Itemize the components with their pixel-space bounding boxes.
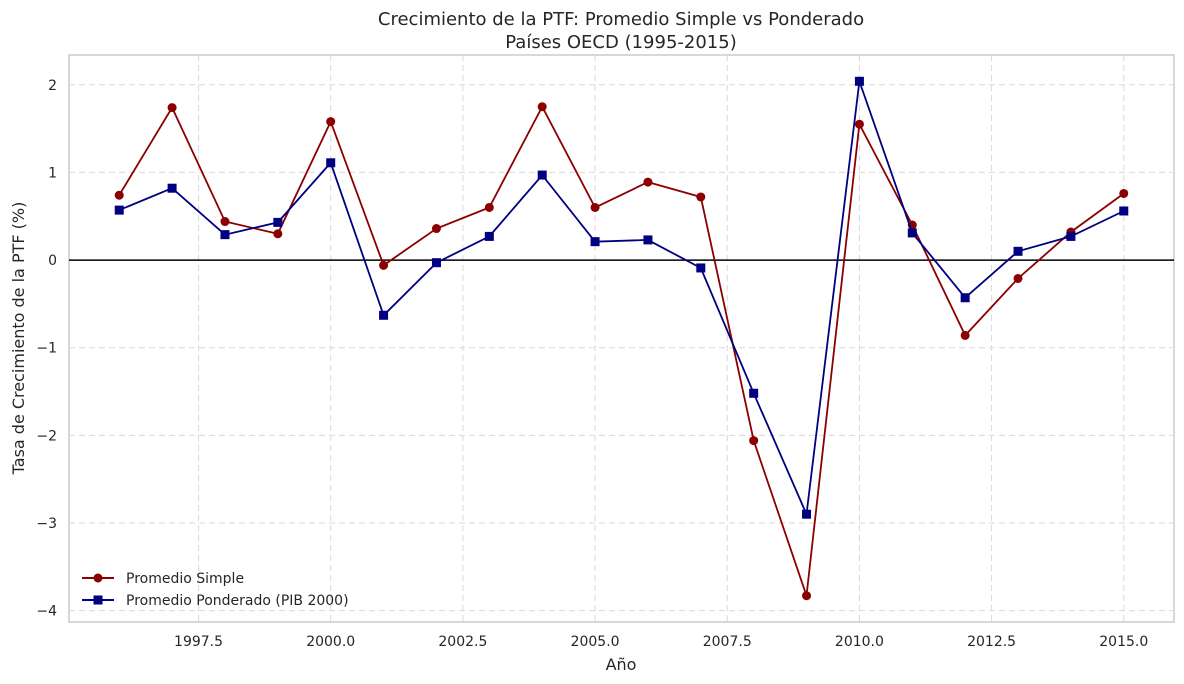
- tick-labels: 1997.5 2000.0 2002.5 2005.0 2007.5 2010.0 2012…: [36, 78, 1148, 650]
- data-point-simple: [431, 224, 441, 234]
- data-point-weighted: [167, 183, 177, 193]
- legend-marker-square: [93, 595, 103, 605]
- y-tick-label: 0: [48, 253, 57, 269]
- data-point-weighted: [696, 263, 706, 273]
- data-point-weighted: [431, 258, 441, 268]
- x-tick-label: 2000.0: [306, 634, 355, 650]
- y-tick-label: −1: [36, 341, 57, 357]
- y-axis-label: Tasa de Crecimiento de la PTF (%): [9, 202, 28, 476]
- data-point-weighted: [1119, 206, 1129, 216]
- data-point-weighted: [802, 509, 812, 519]
- series-line-2: [118, 81, 1125, 518]
- legend-marker-circle: [93, 573, 103, 583]
- chart-title: Crecimiento de la PTF: Promedio Simple v…: [378, 9, 864, 30]
- data-point-simple: [696, 192, 706, 202]
- data-point-weighted: [854, 76, 864, 86]
- data-point-simple: [484, 202, 494, 212]
- data-point-weighted: [1066, 231, 1076, 241]
- x-tick-label: 2010.0: [835, 634, 884, 650]
- x-tick-label: 2002.5: [438, 634, 487, 650]
- data-point-simple: [854, 119, 864, 129]
- data-point-simple: [749, 436, 759, 446]
- data-point-simple: [326, 117, 336, 127]
- data-point-weighted: [484, 231, 494, 241]
- y-tick-label: 1: [48, 165, 57, 181]
- data-point-simple: [1013, 273, 1023, 283]
- x-axis-label: Año: [606, 655, 637, 674]
- data-point-weighted: [537, 170, 547, 180]
- legend-label-simple: Promedio Simple: [126, 571, 244, 587]
- data-point-weighted: [379, 310, 389, 320]
- data-point-weighted: [749, 388, 759, 398]
- legend: Promedio Simple Promedio Ponderado (PIB …: [82, 571, 349, 609]
- data-point-weighted: [590, 237, 600, 247]
- chart-subtitle: Países OECD (1995-2015): [505, 32, 736, 53]
- data-point-simple: [590, 202, 600, 212]
- data-point-simple: [1119, 188, 1129, 198]
- legend-label-weighted: Promedio Ponderado (PIB 2000): [126, 593, 349, 609]
- x-tick-label: 2015.0: [1099, 634, 1148, 650]
- data-point-weighted: [960, 293, 970, 303]
- x-tick-label: 2012.5: [967, 634, 1016, 650]
- data-point-weighted: [220, 230, 230, 240]
- data-point-weighted: [326, 158, 336, 168]
- series-layer: [114, 76, 1129, 601]
- data-point-simple: [537, 102, 547, 112]
- data-point-simple: [379, 260, 389, 270]
- series-line-1: [118, 104, 1125, 596]
- data-point-simple: [273, 229, 283, 239]
- data-point-simple: [960, 330, 970, 340]
- data-point-weighted: [907, 228, 917, 238]
- data-point-simple: [114, 190, 124, 200]
- x-tick-label: 2005.0: [571, 634, 620, 650]
- y-tick-label: 2: [48, 78, 57, 94]
- y-tick-label: −4: [36, 604, 57, 620]
- plot-area: [68, 54, 1175, 623]
- y-tick-label: −2: [36, 428, 57, 444]
- data-point-weighted: [1013, 246, 1023, 256]
- x-tick-label: 1997.5: [174, 634, 223, 650]
- data-point-weighted: [273, 217, 283, 227]
- data-point-simple: [167, 103, 177, 113]
- y-tick-label: −3: [36, 516, 57, 532]
- data-point-weighted: [643, 235, 653, 245]
- data-point-weighted: [114, 205, 124, 215]
- data-point-simple: [220, 217, 230, 227]
- x-tick-label: 2007.5: [703, 634, 752, 650]
- data-point-simple: [802, 591, 812, 601]
- data-point-simple: [643, 177, 653, 187]
